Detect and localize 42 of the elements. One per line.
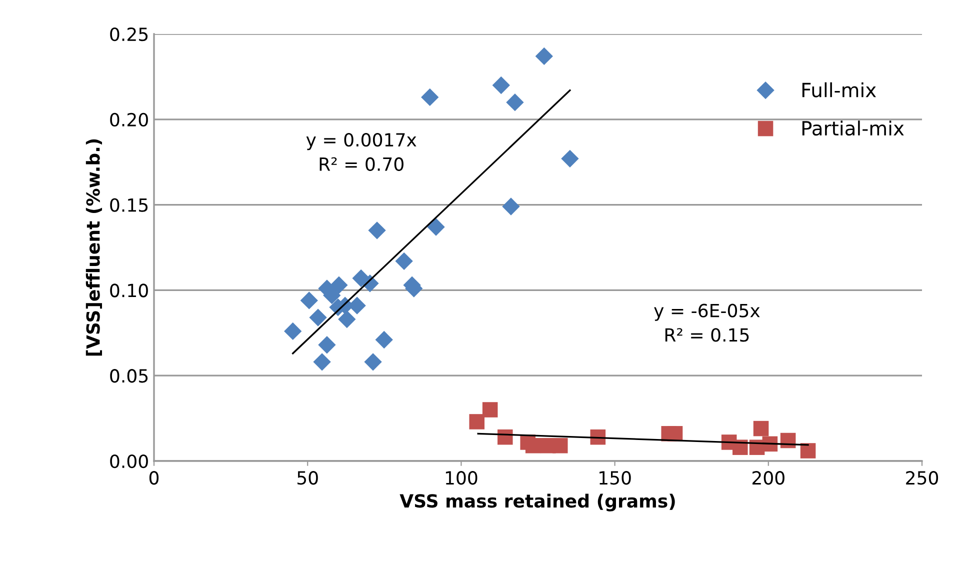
- point: [502, 198, 520, 216]
- x-tick-label: 200: [752, 471, 784, 485]
- point: [313, 353, 331, 371]
- annotation: y = -6E-05x R² = 0.15: [654, 304, 760, 342]
- point: [338, 310, 356, 328]
- y-axis-title: [VSS]effluent (%w.b.): [86, 139, 102, 356]
- y-tick-label: 0.10: [110, 284, 148, 298]
- y-tick-label: 0.00: [110, 454, 148, 468]
- x-tick-label: 250: [906, 471, 938, 485]
- x-tick-label: 100: [446, 471, 478, 485]
- point: [753, 420, 769, 436]
- point: [375, 330, 393, 349]
- point: [492, 76, 510, 94]
- x-tick-label: 150: [600, 471, 631, 485]
- legend-label: Full-mix: [802, 82, 876, 98]
- point: [561, 150, 579, 168]
- y-tick-label: 0.05: [110, 369, 148, 383]
- point: [535, 47, 553, 66]
- point: [482, 402, 498, 418]
- x-tick-label: 0: [149, 471, 159, 485]
- point: [469, 414, 485, 430]
- y-tick-label: 0.15: [110, 198, 148, 212]
- point: [395, 252, 413, 270]
- annotation: y = 0.0017x R² = 0.70: [306, 132, 416, 171]
- point: [309, 308, 327, 326]
- point: [525, 438, 541, 454]
- point: [421, 88, 439, 106]
- point: [318, 336, 336, 354]
- legend-label: Partial-mix: [802, 120, 904, 136]
- point: [800, 443, 816, 458]
- x-axis-title: VSS mass retained (grams): [400, 494, 675, 512]
- point: [330, 276, 348, 294]
- x-tick-label: 50: [298, 471, 318, 485]
- point: [552, 438, 568, 454]
- point: [364, 353, 382, 371]
- y-tick-label: 0.20: [110, 112, 148, 127]
- point: [284, 322, 302, 340]
- y-tick-label: 0.25: [110, 27, 148, 42]
- point: [368, 222, 386, 240]
- point: [300, 292, 318, 310]
- point: [427, 218, 445, 236]
- point: [506, 93, 524, 112]
